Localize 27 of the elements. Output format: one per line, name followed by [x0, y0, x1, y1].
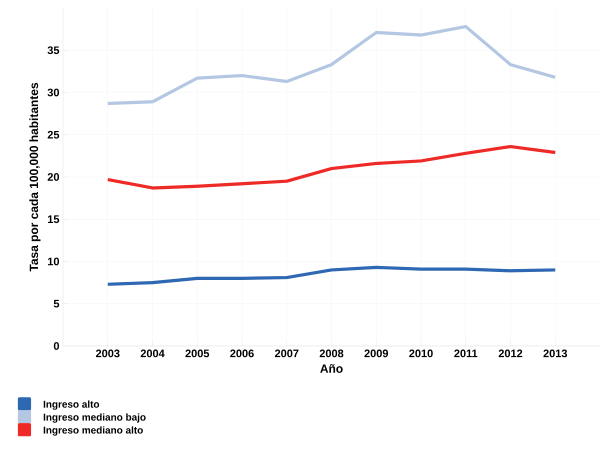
x-tick-label: 2008: [320, 350, 344, 358]
y-tick-label: 15: [48, 215, 60, 224]
x-tick-label: 2006: [230, 350, 254, 358]
y-tick-label: 20: [48, 173, 60, 181]
y-axis-title: Tasa por cada 100,000 habitantes: [29, 82, 40, 272]
x-tick-label: 2004: [140, 350, 165, 358]
legend-label: Ingreso mediano alto: [44, 426, 143, 436]
x-tick-label: 2007: [274, 350, 298, 358]
line-series: [106, 24, 557, 106]
x-tick-label: 2005: [185, 350, 210, 358]
legend-label: Ingreso mediano bajo: [44, 413, 146, 423]
y-tick-label: 5: [54, 300, 60, 308]
line-series: [106, 266, 557, 286]
y-tick-label: 35: [48, 46, 60, 54]
x-tick-label: 2012: [498, 350, 522, 358]
x-tick-label: 2003: [96, 350, 120, 358]
x-tick-label: 2013: [543, 350, 568, 358]
x-tick-label: 2009: [364, 350, 388, 358]
y-tick-label: 10: [48, 258, 60, 266]
x-tick-label: 2011: [454, 350, 478, 358]
x-tick-label: 2010: [409, 350, 433, 358]
line-series: [106, 144, 557, 190]
legend-label: Ingreso alto: [44, 400, 100, 410]
x-axis-title: Año: [320, 364, 343, 373]
y-tick-label: 30: [48, 88, 60, 96]
y-tick-label: 0: [54, 342, 60, 350]
y-tick-label: 25: [48, 130, 60, 139]
